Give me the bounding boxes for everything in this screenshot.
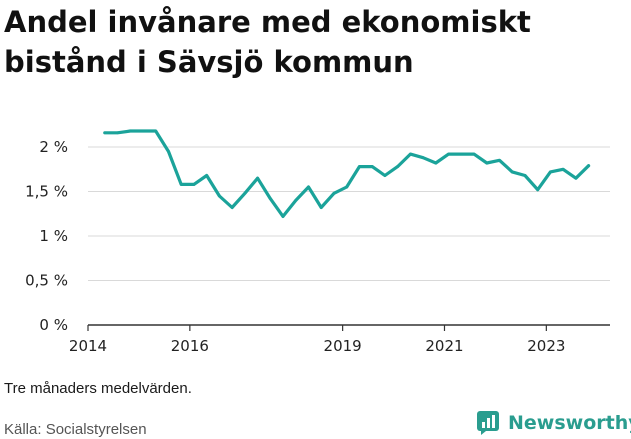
data-point xyxy=(498,158,501,162)
data-point xyxy=(396,165,400,168)
data-point xyxy=(294,199,298,202)
newsworthy-logo[interactable]: Newsworthy xyxy=(476,408,631,438)
data-point xyxy=(485,161,489,165)
chart-note: Tre månaders medelvärden. xyxy=(4,380,192,397)
data-point xyxy=(167,150,170,153)
data-point xyxy=(256,176,259,180)
chart-title-line-1: Andel invånare med ekonomiskt xyxy=(4,5,531,39)
data-point xyxy=(103,131,107,135)
data-point xyxy=(192,182,196,186)
newsworthy-brand-name: Newsworthy xyxy=(508,412,631,434)
data-point xyxy=(243,191,247,195)
data-point xyxy=(574,176,578,180)
data-point xyxy=(370,165,374,168)
chart-title-line-2: bistånd i Sävsjö kommun xyxy=(4,45,414,79)
y-tick-label: 0 % xyxy=(39,316,68,334)
data-point xyxy=(587,164,591,168)
y-tick-label: 2 % xyxy=(39,138,68,156)
y-tick-label: 0,5 % xyxy=(25,272,68,290)
series-line xyxy=(103,129,591,218)
data-point xyxy=(128,129,132,133)
data-point xyxy=(268,197,272,201)
data-point xyxy=(307,185,310,189)
data-point xyxy=(447,152,450,156)
data-point xyxy=(383,174,387,177)
x-tick-label: 2014 xyxy=(69,337,107,355)
x-tick-label: 2019 xyxy=(324,337,362,355)
y-gridlines xyxy=(88,146,610,281)
data-point xyxy=(472,152,476,156)
x-axis-ticks: 2014 2016 2019 2021 2023 xyxy=(69,325,565,355)
x-tick-label: 2021 xyxy=(425,337,463,355)
data-point xyxy=(332,191,336,195)
chart-source: Källa: Socialstyrelsen xyxy=(4,421,147,438)
data-point xyxy=(358,165,361,168)
data-point xyxy=(179,182,183,186)
data-point xyxy=(154,129,158,133)
data-point xyxy=(510,170,514,174)
data-point xyxy=(230,206,234,209)
data-point xyxy=(281,215,285,218)
data-point xyxy=(421,156,425,160)
data-point xyxy=(205,174,209,177)
y-tick-label: 1 % xyxy=(39,227,68,245)
data-point xyxy=(345,185,349,189)
data-point xyxy=(434,161,438,165)
data-point xyxy=(536,188,540,192)
x-tick-label: 2023 xyxy=(527,337,565,355)
x-tick-label: 2016 xyxy=(171,337,209,355)
chart-title: Andel invånare med ekonomiskt bistånd i … xyxy=(4,2,624,82)
data-point xyxy=(459,152,463,156)
data-point xyxy=(141,129,145,133)
data-point xyxy=(561,167,565,171)
data-point xyxy=(523,174,527,177)
line-chart: 0 % 0,5 % 1 % 1,5 % 2 % 2014 2016 2019 2021 2023 xyxy=(25,129,610,355)
data-point xyxy=(217,194,221,198)
data-point xyxy=(549,170,552,174)
series-group xyxy=(103,129,591,218)
y-axis-tick-labels: 0 % 0,5 % 1 % 1,5 % 2 % xyxy=(25,138,68,334)
newsworthy-logo-icon xyxy=(477,411,499,435)
y-tick-label: 1,5 % xyxy=(25,183,68,201)
data-point xyxy=(408,152,412,156)
data-point xyxy=(319,206,323,209)
data-point xyxy=(116,131,119,135)
